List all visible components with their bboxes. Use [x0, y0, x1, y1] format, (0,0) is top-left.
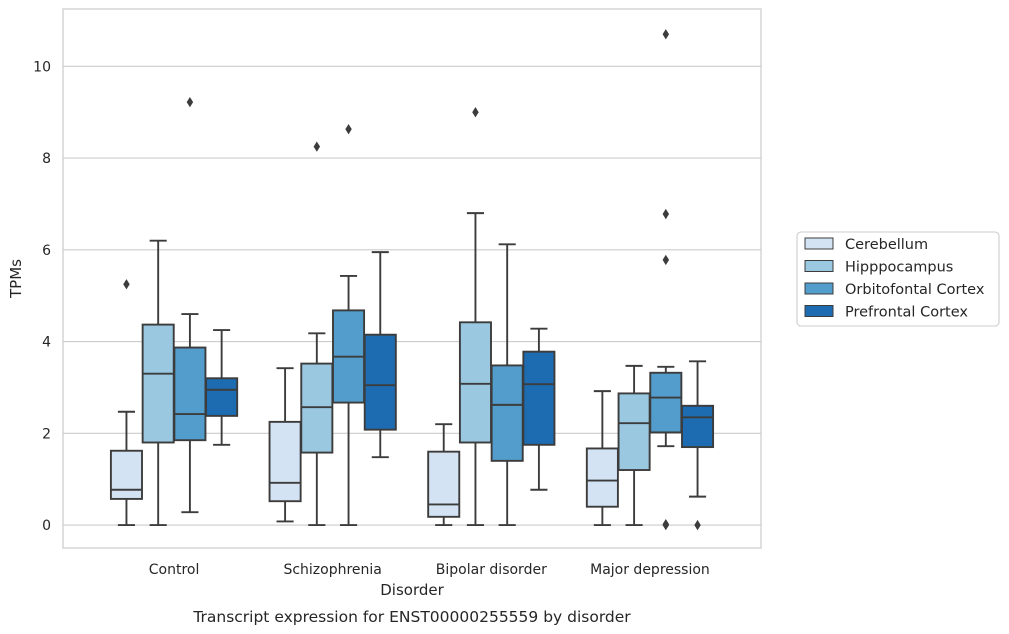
box-iqr [458, 321, 492, 444]
box-cerebellum [109, 279, 143, 527]
box-iqr [109, 449, 143, 500]
outlier-point [694, 519, 701, 531]
chart-caption: Transcript expression for ENST0000025555… [192, 608, 631, 626]
outlier-point [123, 279, 130, 290]
legend-label: Orbitofontal Cortex [845, 282, 985, 298]
y-tick-label: 0 [42, 518, 51, 534]
legend-label: Cerebellum [845, 237, 928, 253]
outlier-point [662, 254, 670, 266]
box-iqr [363, 333, 397, 431]
gridlines [63, 65, 761, 526]
y-tick-label: 2 [42, 426, 51, 442]
legend-label: Hipppocampus [845, 260, 953, 276]
legend: Cerebellum Hipppocampus Orbitofontal Corte… [796, 231, 1000, 327]
box-hipppocampus [300, 141, 334, 527]
box-orbitofontal-cortex [490, 243, 524, 527]
legend-frame [796, 231, 1000, 327]
box-iqr [649, 371, 683, 434]
box-iqr [490, 364, 524, 462]
box-iqr [427, 450, 461, 518]
legend-label: Prefrontal Cortex [845, 305, 968, 321]
legend-swatch [804, 260, 834, 272]
box-hipppocampus [141, 239, 175, 527]
box-prefrontal-cortex [522, 327, 556, 491]
box-prefrontal-cortex [681, 360, 715, 531]
outlier-point [472, 107, 479, 118]
x-tick-label: Major depression [590, 562, 710, 578]
y-tick-label: 10 [33, 59, 51, 75]
outlier-point [186, 96, 194, 108]
box-orbitofontal-cortex [332, 124, 366, 527]
box-iqr [585, 447, 619, 508]
box-hipppocampus [458, 107, 492, 527]
box-series [109, 29, 715, 531]
outlier-point [313, 141, 321, 152]
box-iqr [173, 346, 207, 442]
legend-swatch [804, 237, 834, 250]
x-tick-label: Control [149, 562, 200, 578]
y-tick-label: 8 [42, 151, 51, 167]
box-iqr [617, 392, 651, 471]
box-orbitofontal-cortex [173, 96, 207, 514]
legend-swatch [804, 282, 834, 295]
x-tick-label: Schizophrenia [283, 562, 381, 578]
box-prefrontal-cortex [205, 329, 239, 446]
y-axis-ticks: 0 2 4 6 8 10 [33, 59, 51, 534]
x-tick-label: Bipolar disorder [436, 562, 547, 578]
box-iqr [681, 404, 715, 449]
box-iqr [141, 323, 175, 444]
box-orbitofontal-cortex [649, 29, 683, 531]
box-cerebellum [585, 390, 619, 527]
plot-frame [62, 8, 762, 549]
outlier-point [345, 124, 352, 135]
legend-swatch [804, 305, 834, 317]
box-iqr [522, 350, 556, 446]
x-axis-label: Disorder [380, 581, 444, 599]
box-prefrontal-cortex [363, 251, 397, 459]
box-hipppocampus [617, 364, 651, 527]
box-cerebellum [268, 367, 302, 523]
box-cerebellum [427, 423, 461, 527]
y-tick-label: 6 [42, 243, 51, 259]
box-iqr [268, 420, 302, 503]
outlier-point [662, 518, 670, 530]
y-axis-label: TPMs [7, 259, 25, 299]
outlier-point [662, 208, 670, 220]
y-tick-label: 4 [42, 335, 51, 351]
x-axis-ticks: Control Schizophrenia Bipolar disorder Majo… [149, 562, 710, 578]
box-iqr [205, 377, 239, 417]
outlier-point [662, 29, 670, 40]
